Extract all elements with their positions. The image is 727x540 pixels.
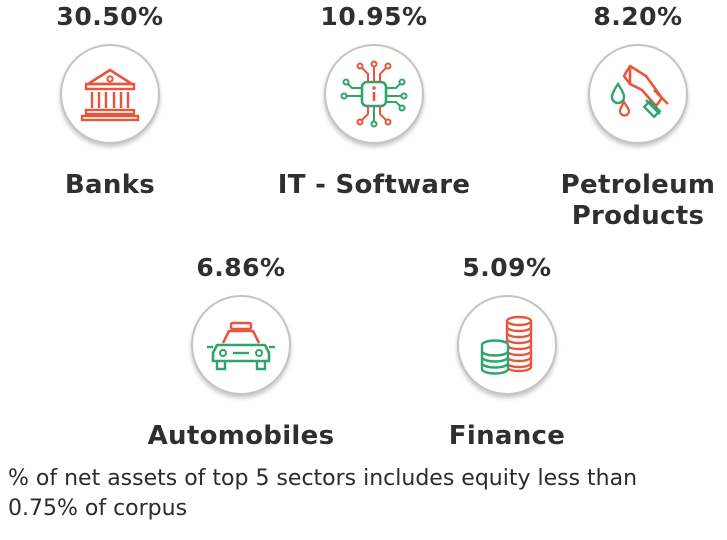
circuit-chip-icon bbox=[324, 44, 424, 144]
footnote-line: % of net assets of top 5 sectors include… bbox=[8, 466, 638, 491]
coin-stacks-icon bbox=[457, 295, 557, 395]
car-icon bbox=[191, 295, 291, 395]
bank-icon bbox=[60, 44, 160, 144]
sector-name-line: Petroleum bbox=[560, 170, 716, 200]
sector-name: Banks bbox=[64, 170, 156, 200]
sector-percent: 6.86% bbox=[196, 253, 286, 282]
sector-it-software: 10.95% IT - Software bbox=[264, 2, 484, 201]
footnote-line: 0.75% of corpus bbox=[8, 496, 188, 521]
sector-petroleum-products: 8.20% Petroleum Products bbox=[528, 2, 727, 232]
sector-name: Automobiles bbox=[147, 421, 335, 451]
sector-finance: 5.09% Finance bbox=[397, 253, 617, 452]
sector-automobiles: 6.86% Automobiles bbox=[131, 253, 351, 452]
sector-percent: 30.50% bbox=[56, 2, 164, 31]
sector-percent: 10.95% bbox=[320, 2, 428, 31]
sector-percent: 8.20% bbox=[593, 2, 683, 31]
sector-name: Finance bbox=[448, 421, 566, 451]
fuel-nozzle-icon bbox=[588, 44, 688, 144]
sector-name: Petroleum Products bbox=[528, 170, 727, 232]
sector-name-line: Products bbox=[571, 201, 705, 231]
sector-percent: 5.09% bbox=[462, 253, 552, 282]
sector-banks: 30.50% Banks bbox=[0, 2, 220, 201]
footnote: % of net assets of top 5 sectors include… bbox=[8, 464, 718, 524]
sector-name: IT - Software bbox=[277, 170, 471, 200]
